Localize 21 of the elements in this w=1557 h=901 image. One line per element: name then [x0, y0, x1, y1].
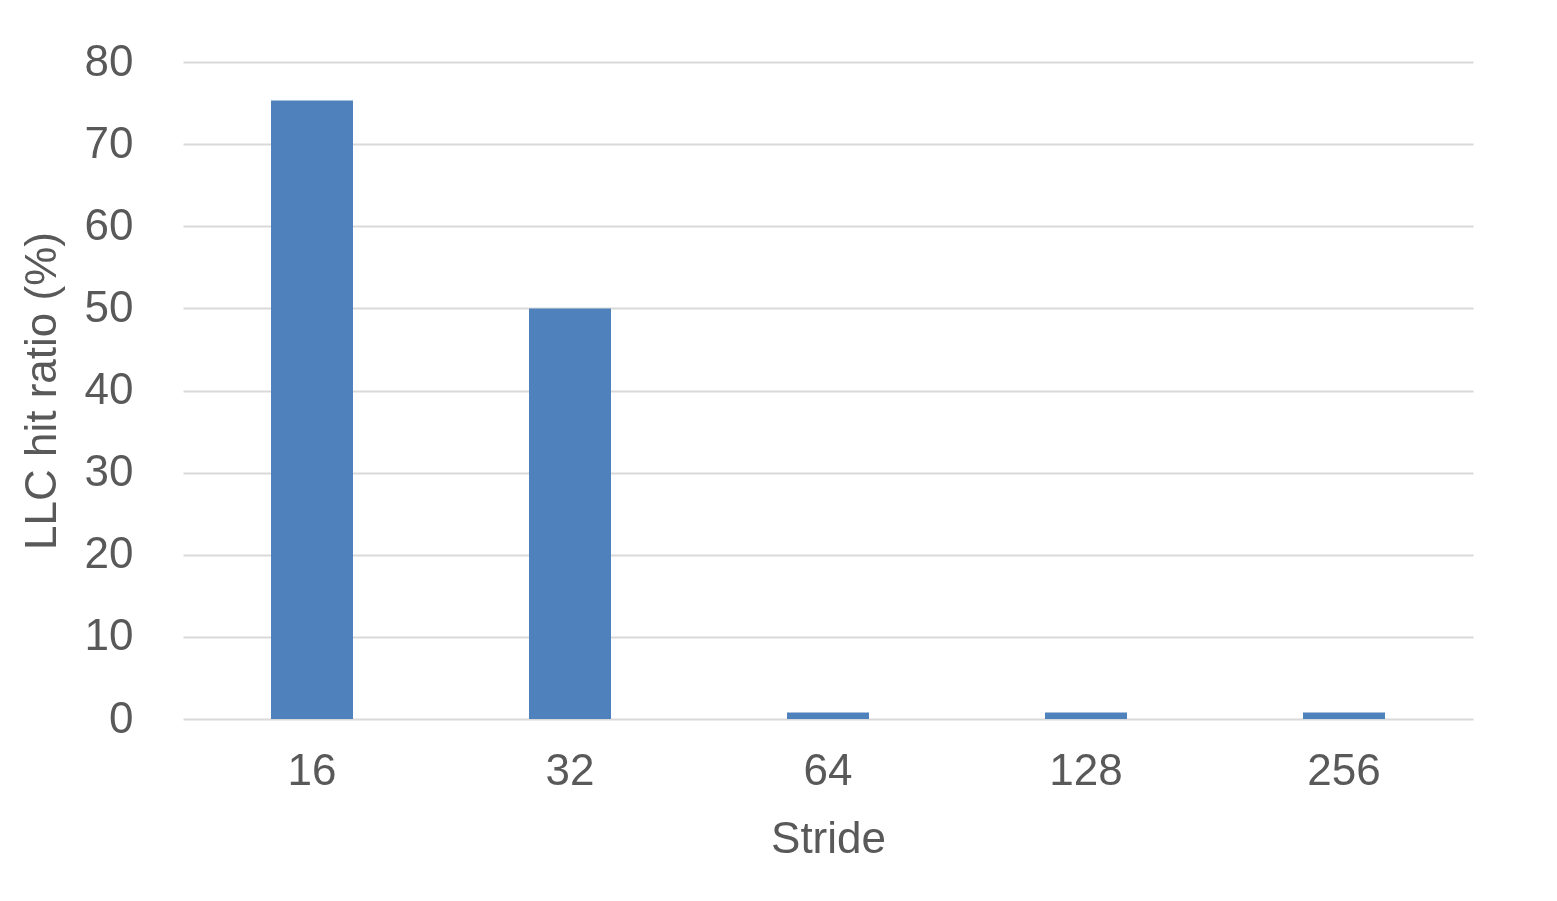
y-tick-label: 70 — [84, 117, 134, 167]
x-tick-label: 128 — [1049, 744, 1123, 794]
bar — [529, 308, 611, 719]
y-tick-label: 40 — [84, 364, 134, 413]
y-tick-label: 60 — [84, 199, 134, 249]
y-tick-label: 20 — [84, 528, 134, 578]
bar — [271, 100, 353, 719]
y-tick-label: 0 — [109, 692, 134, 742]
y-axis-title: LLC hit ratio (%) — [15, 232, 65, 550]
x-tick-label: 256 — [1307, 744, 1381, 794]
x-tick-label: 16 — [287, 744, 337, 794]
y-tick-label: 10 — [84, 610, 134, 660]
x-tick-label: 64 — [803, 744, 853, 794]
y-tick-label: 50 — [84, 281, 134, 331]
x-tick-label: 32 — [545, 744, 595, 794]
y-tick-label: 30 — [84, 446, 134, 496]
x-axis-title: Stride — [771, 812, 886, 862]
bar — [1303, 712, 1385, 719]
y-tick-label: 80 — [84, 35, 134, 85]
bar — [787, 712, 869, 719]
bar — [1045, 712, 1127, 719]
